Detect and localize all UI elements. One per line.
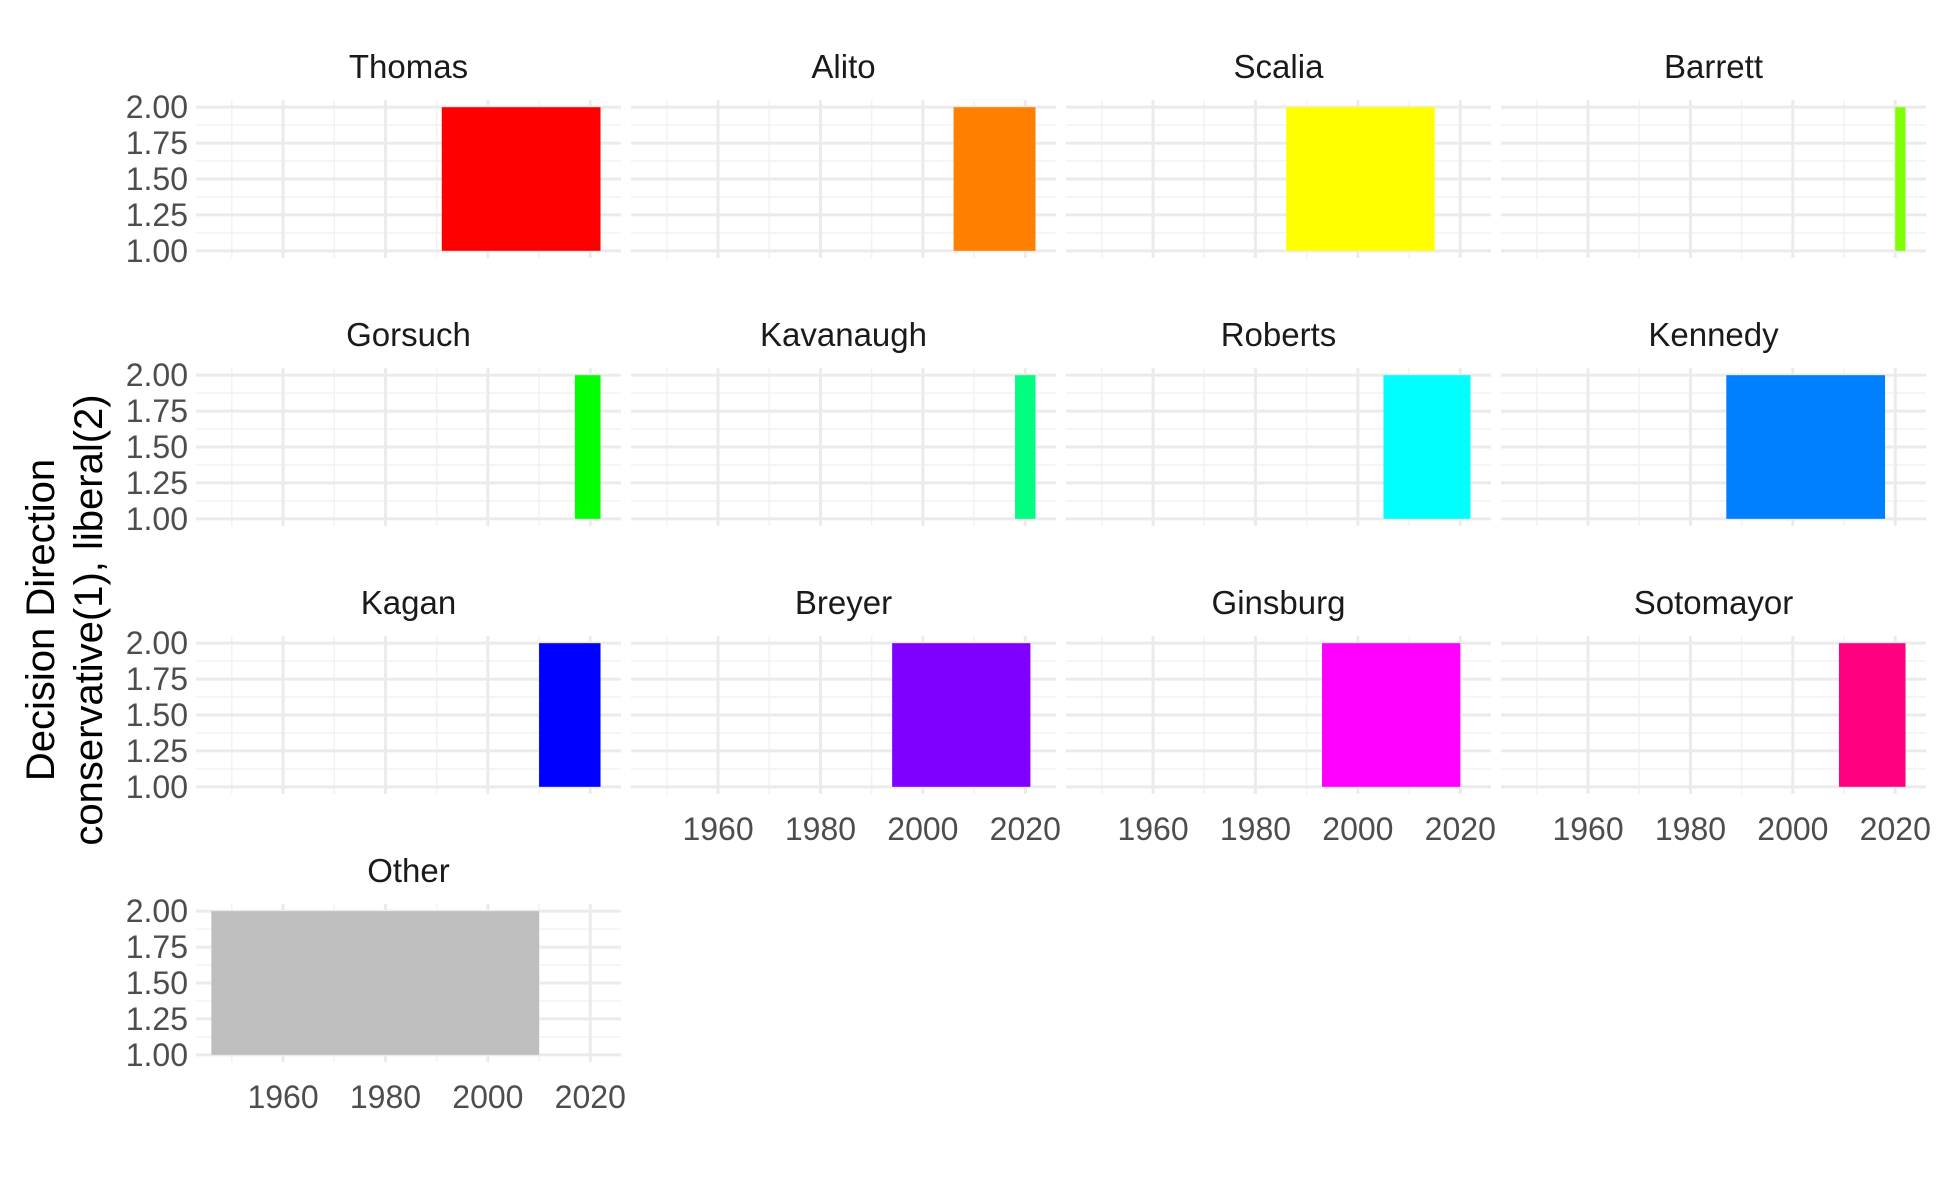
panel-roberts: Roberts [1066,316,1491,526]
y-tick-label-other-1: 1.25 [126,1001,188,1037]
data-points-kagan [539,643,601,787]
y-tick-label-other-4: 2.00 [126,893,188,929]
y-tick-label-kagan-4: 2.00 [126,625,188,661]
panel-title-gorsuch: Gorsuch [346,316,471,353]
x-tick-label-other-2000: 2000 [452,1079,523,1115]
x-tick-label-breyer-2000: 2000 [887,811,958,847]
x-tick-label-ginsburg-2020: 2020 [1425,811,1496,847]
panel-other: Other 1.001.251.501.752.00 1960 1980 2000 202… [126,852,626,1115]
panel-title-breyer: Breyer [795,584,892,621]
y-tick-label-gorsuch-4: 2.00 [126,357,188,393]
data-points-sotomayor [1838,643,1906,787]
y-tick-label-kagan-3: 1.75 [126,661,188,697]
x-tick-label-sotomayor-1960: 1960 [1552,811,1623,847]
data-points-thomas [441,107,601,251]
y-tick-label-thomas-3: 1.75 [126,125,188,161]
panel-barrett: Barrett [1501,48,1926,258]
x-tick-label-sotomayor-2020: 2020 [1860,811,1931,847]
x-tick-label-ginsburg-1980: 1980 [1220,811,1291,847]
y-tick-label-other-0: 1.00 [126,1037,188,1073]
y-tick-label-thomas-2: 1.50 [126,161,188,197]
y-axis-title-line-1: Decision Direction [19,459,63,781]
y-axis-title: Decision Direction conservative(1), libe… [19,394,111,845]
x-tick-label-breyer-1980: 1980 [785,811,856,847]
y-tick-label-gorsuch-2: 1.50 [126,429,188,465]
data-points-gorsuch [574,375,601,519]
panel-title-alito: Alito [811,48,875,85]
y-tick-label-kagan-1: 1.25 [126,733,188,769]
data-points-alito [953,107,1036,251]
data-points-scalia [1286,107,1435,251]
y-axis-title-line-2: conservative(1), liberal(2) [67,394,111,845]
panel-title-sotomayor: Sotomayor [1634,584,1794,621]
panel-title-thomas: Thomas [349,48,468,85]
panel-title-scalia: Scalia [1234,48,1325,85]
x-tick-label-breyer-1960: 1960 [682,811,753,847]
y-tick-label-other-2: 1.50 [126,965,188,1001]
panel-alito: Alito [631,48,1056,258]
y-tick-label-other-3: 1.75 [126,929,188,965]
panel-sotomayor: Sotomayor 1960 1980 2000 2020 [1501,584,1931,847]
data-points-breyer [892,643,1031,787]
y-tick-label-thomas-4: 2.00 [126,89,188,125]
panel-title-kagan: Kagan [361,584,456,621]
x-tick-label-ginsburg-2000: 2000 [1322,811,1393,847]
x-tick-label-other-2020: 2020 [555,1079,626,1115]
data-points-other [211,911,540,1055]
panel-kennedy: Kennedy [1501,316,1926,526]
x-tick-label-ginsburg-1960: 1960 [1117,811,1188,847]
y-tick-label-gorsuch-1: 1.25 [126,465,188,501]
panel-title-ginsburg: Ginsburg [1212,584,1346,621]
data-points-roberts [1383,375,1471,519]
panel-breyer: Breyer 1960 1980 2000 2020 [631,584,1061,847]
x-tick-label-other-1980: 1980 [350,1079,421,1115]
data-points-kennedy [1726,375,1886,519]
panel-thomas: Thomas 1.001.251.501.752.00 [126,48,621,269]
y-tick-label-gorsuch-3: 1.75 [126,393,188,429]
x-tick-label-sotomayor-1980: 1980 [1655,811,1726,847]
panel-title-roberts: Roberts [1221,316,1337,353]
panel-gorsuch: Gorsuch 1.001.251.501.752.00 [126,316,621,537]
y-tick-label-kagan-0: 1.00 [126,769,188,805]
data-points-kavanaugh [1015,375,1036,519]
data-points-ginsburg [1322,643,1461,787]
x-tick-label-breyer-2020: 2020 [990,811,1061,847]
y-tick-label-kagan-2: 1.50 [126,697,188,733]
panel-ginsburg: Ginsburg 1960 1980 2000 2020 [1066,584,1496,847]
panel-title-other: Other [367,852,450,889]
y-tick-label-thomas-0: 1.00 [126,233,188,269]
panel-scalia: Scalia [1066,48,1491,258]
y-tick-label-gorsuch-0: 1.00 [126,501,188,537]
data-points-barrett [1895,107,1906,251]
panel-kavanaugh: Kavanaugh [631,316,1056,526]
x-tick-label-sotomayor-2000: 2000 [1757,811,1828,847]
y-tick-label-thomas-1: 1.25 [126,197,188,233]
panel-title-kavanaugh: Kavanaugh [760,316,927,353]
panel-kagan: Kagan 1.001.251.501.752.00 [126,584,621,805]
x-tick-label-other-1960: 1960 [247,1079,318,1115]
panel-title-kennedy: Kennedy [1648,316,1779,353]
panel-title-barrett: Barrett [1664,48,1763,85]
